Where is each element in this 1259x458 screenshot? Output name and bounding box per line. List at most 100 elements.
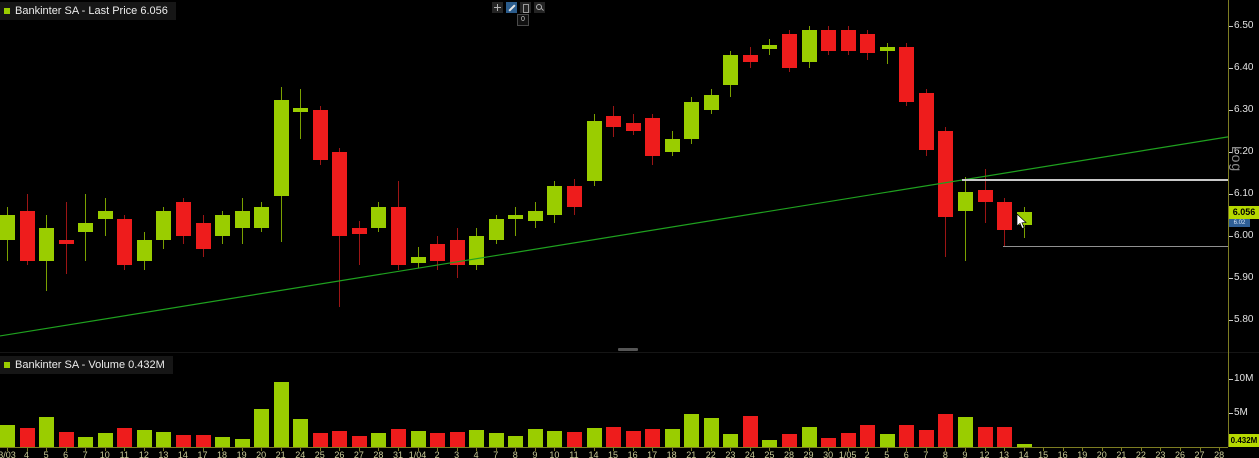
price-axis[interactable]: 6.50 6.40 6.30 6.20 6.10 6.00 5.90 5.80: [1228, 0, 1259, 352]
pane-divider: [0, 352, 1259, 353]
candle-down: [938, 131, 954, 218]
x-axis-label: 16: [1057, 450, 1068, 458]
support-line[interactable]: [1003, 246, 1228, 248]
candle-wick: [515, 206, 517, 236]
candle-down: [449, 240, 465, 266]
price-pane-title-text: Bankinter SA - Last Price 6.056: [15, 5, 168, 17]
volume-bar: [97, 433, 113, 447]
candle-wick: [964, 177, 966, 262]
resistance-line[interactable]: [962, 179, 1228, 182]
volume-bar: [508, 436, 524, 447]
pencil-icon[interactable]: [506, 2, 517, 13]
x-axis-tick: [554, 448, 556, 451]
x-axis-tick: [749, 448, 751, 451]
x-axis-tick: [652, 448, 654, 451]
x-axis-label: 3/03: [0, 450, 16, 458]
x-axis-label: 23: [725, 450, 736, 458]
x-axis-tick: [319, 448, 321, 451]
volume-bar: [273, 381, 289, 447]
x-axis-tick: [886, 448, 888, 451]
volume-bar: [645, 429, 661, 447]
magnifier-icon[interactable]: [534, 2, 545, 13]
candle-up: [527, 210, 543, 222]
candle-up: [254, 206, 270, 228]
candle-down: [58, 240, 74, 245]
x-axis-tick: [828, 448, 830, 451]
toolbar-count-badge: 0: [517, 14, 529, 26]
price-axis-tick: [1229, 152, 1233, 153]
candle-down: [312, 110, 328, 161]
x-axis-tick: [906, 448, 908, 451]
price-axis-tick: [1229, 194, 1233, 195]
volume-bar: [918, 430, 934, 447]
volume-axis-tick: [1229, 379, 1233, 380]
volume-pane[interactable]: [0, 353, 1259, 447]
volume-bar: [742, 415, 758, 447]
price-axis-tick: [1229, 278, 1233, 279]
volume-bar: [391, 429, 406, 447]
x-axis[interactable]: 3/03 4 5 6 7 10 11 12 13 14 17 18 19 20 21 24 25 26 27 28 31…: [0, 447, 1228, 458]
volume-bar: [782, 434, 797, 447]
pane-divider-handle[interactable]: [618, 348, 638, 351]
x-axis-tick: [65, 448, 67, 451]
price-axis-tick: [1229, 320, 1233, 321]
x-axis-label: 22: [1135, 450, 1146, 458]
x-axis-label: 12: [979, 450, 990, 458]
x-axis-label: 15: [608, 450, 619, 458]
log-scale-label[interactable]: Log: [1229, 145, 1245, 173]
volume-bar: [566, 432, 582, 447]
volume-axis-label: 10M: [1234, 373, 1254, 384]
volume-bar: [723, 434, 739, 447]
x-axis-tick: [613, 448, 615, 451]
x-axis-tick: [163, 448, 165, 451]
x-axis-tick: [1160, 448, 1162, 451]
candle-up: [371, 206, 387, 228]
x-axis-label: 19: [236, 450, 247, 458]
price-axis-tick: [1229, 236, 1233, 237]
volume-bar: [430, 433, 446, 447]
candle-up: [723, 55, 739, 85]
plus-icon[interactable]: [492, 2, 503, 13]
candle-up: [39, 227, 55, 262]
volume-bar: [762, 439, 778, 447]
candle-down: [19, 210, 35, 262]
x-axis-tick: [867, 448, 869, 451]
candle-up: [156, 210, 172, 241]
x-axis-tick: [847, 448, 849, 451]
x-axis-label: 24: [295, 450, 306, 458]
volume-bar: [156, 432, 172, 447]
x-axis-label: 11: [119, 450, 129, 458]
volume-bar: [175, 434, 191, 447]
x-axis-tick: [808, 448, 810, 451]
eraser-icon[interactable]: [520, 2, 531, 13]
x-axis-tick: [300, 448, 302, 451]
x-axis-tick: [1043, 448, 1045, 451]
x-axis-tick: [789, 448, 790, 451]
x-axis-tick: [202, 448, 204, 451]
x-axis-label: 17: [197, 450, 208, 458]
x-axis-tick: [124, 448, 126, 451]
volume-bar: [78, 436, 94, 447]
candle-down: [997, 202, 1013, 230]
volume-axis[interactable]: 10M 5M: [1228, 353, 1259, 447]
price-pane[interactable]: [0, 0, 1259, 352]
x-axis-label: 17: [647, 450, 658, 458]
price-axis-tick: [1229, 68, 1233, 69]
price-axis-label: 6.20: [1234, 146, 1254, 157]
x-axis-label: 10: [549, 450, 560, 458]
x-axis-tick: [358, 448, 360, 451]
candle-up: [273, 99, 289, 197]
candle-up: [879, 47, 895, 52]
candle-up: [1016, 212, 1032, 226]
x-axis-tick: [378, 448, 380, 451]
candle-up: [508, 215, 524, 220]
x-axis-label: 20: [1096, 450, 1107, 458]
x-axis-label: 12: [138, 450, 149, 458]
x-axis-tick: [1082, 448, 1084, 451]
candle-down: [117, 219, 133, 266]
price-axis-tick: [1229, 26, 1233, 27]
volume-bar: [957, 417, 973, 447]
volume-pane-title-text: Bankinter SA - Volume 0.432M: [15, 359, 165, 371]
x-axis-tick: [280, 448, 282, 451]
